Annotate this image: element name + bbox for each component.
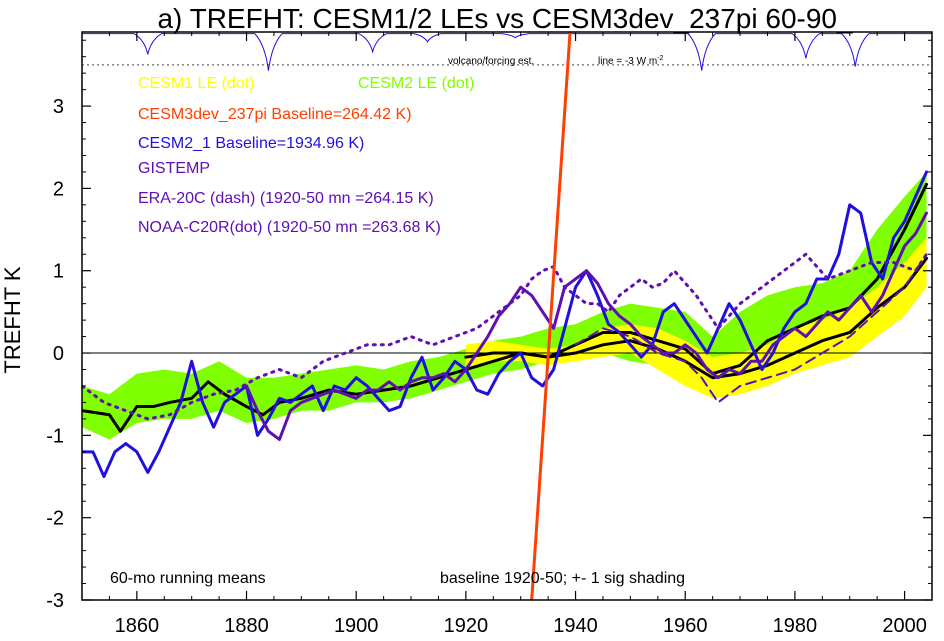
y-tick-label-0: -3 xyxy=(46,590,64,612)
x-tick-label-2: 1900 xyxy=(334,615,379,637)
x-tick-label-6: 1980 xyxy=(773,615,818,637)
series-line-8 xyxy=(530,32,572,600)
legend-entry-4: GISTEMP xyxy=(138,160,210,177)
x-tick-label-3: 1920 xyxy=(444,615,489,637)
note-baseline: baseline 1920-50; +- 1 sig shading xyxy=(440,570,685,587)
x-tick-label-0: 1860 xyxy=(115,615,160,637)
line-label-superscript: -2 xyxy=(657,55,663,62)
legend-entry-1: CESM2 LE (dot) xyxy=(358,75,474,92)
series-line-2 xyxy=(82,182,929,433)
series-line-3 xyxy=(464,256,929,380)
series-lines xyxy=(82,32,929,600)
x-tick-label-4: 1940 xyxy=(553,615,598,637)
y-tick-label-5: 2 xyxy=(53,178,64,200)
y-tick-label-2: -1 xyxy=(46,425,64,447)
band-1 xyxy=(465,237,927,399)
legend-entry-5: ERA-20C (dash) (1920-50 mn =264.15 K) xyxy=(138,190,434,207)
legend-entry-0: CESM1 LE (dot) xyxy=(138,75,254,92)
legend: CESM1 LE (dot) CESM2 LE (dot) CESM3dev_237… xyxy=(138,75,474,236)
y-axis-label: TREFHT K xyxy=(0,266,25,373)
band-0 xyxy=(82,171,927,440)
volcano-label: volcano/forcing est. xyxy=(448,56,534,67)
plot-frame xyxy=(81,31,933,601)
line-label-text: line = -3 W m xyxy=(598,56,657,67)
series-line-5 xyxy=(245,211,929,441)
plot-area: volcano/forcing est. line = -3 W m-2 CES… xyxy=(46,31,933,637)
y-tick-label-4: 1 xyxy=(53,261,64,283)
volcano-forcing-line xyxy=(82,33,932,71)
legend-entry-3: CESM2_1 Baseline=1934.96 K) xyxy=(138,135,364,152)
series-line-4 xyxy=(82,170,929,479)
legend-entry-2: CESM3dev_237pi Baseline=264.42 K) xyxy=(138,106,412,123)
uncertainty-bands xyxy=(82,171,927,440)
series-line-6 xyxy=(574,253,928,404)
x-tick-label-1: 1880 xyxy=(224,615,269,637)
y-tick-label-6: 3 xyxy=(53,96,64,118)
series-line-7 xyxy=(82,252,929,421)
note-running-means: 60-mo running means xyxy=(110,570,266,587)
x-tick-label-5: 1960 xyxy=(663,615,708,637)
line-label: line = -3 W m-2 xyxy=(598,55,664,67)
chart-title: a) TREFHT: CESM1/2 LEs vs CESM3dev_237pi… xyxy=(157,3,853,34)
y-tick-label-3: 0 xyxy=(53,343,64,365)
legend-entry-6: NOAA-C20R(dot) (1920-50 mn =263.68 K) xyxy=(138,219,441,236)
y-tick-label-1: -2 xyxy=(46,508,64,530)
axes: 1860 1880 1900 1920 1940 1960 1980 2000 -3 -2 -1 0 1… xyxy=(46,32,932,637)
x-tick-label-7: 2000 xyxy=(882,615,927,637)
